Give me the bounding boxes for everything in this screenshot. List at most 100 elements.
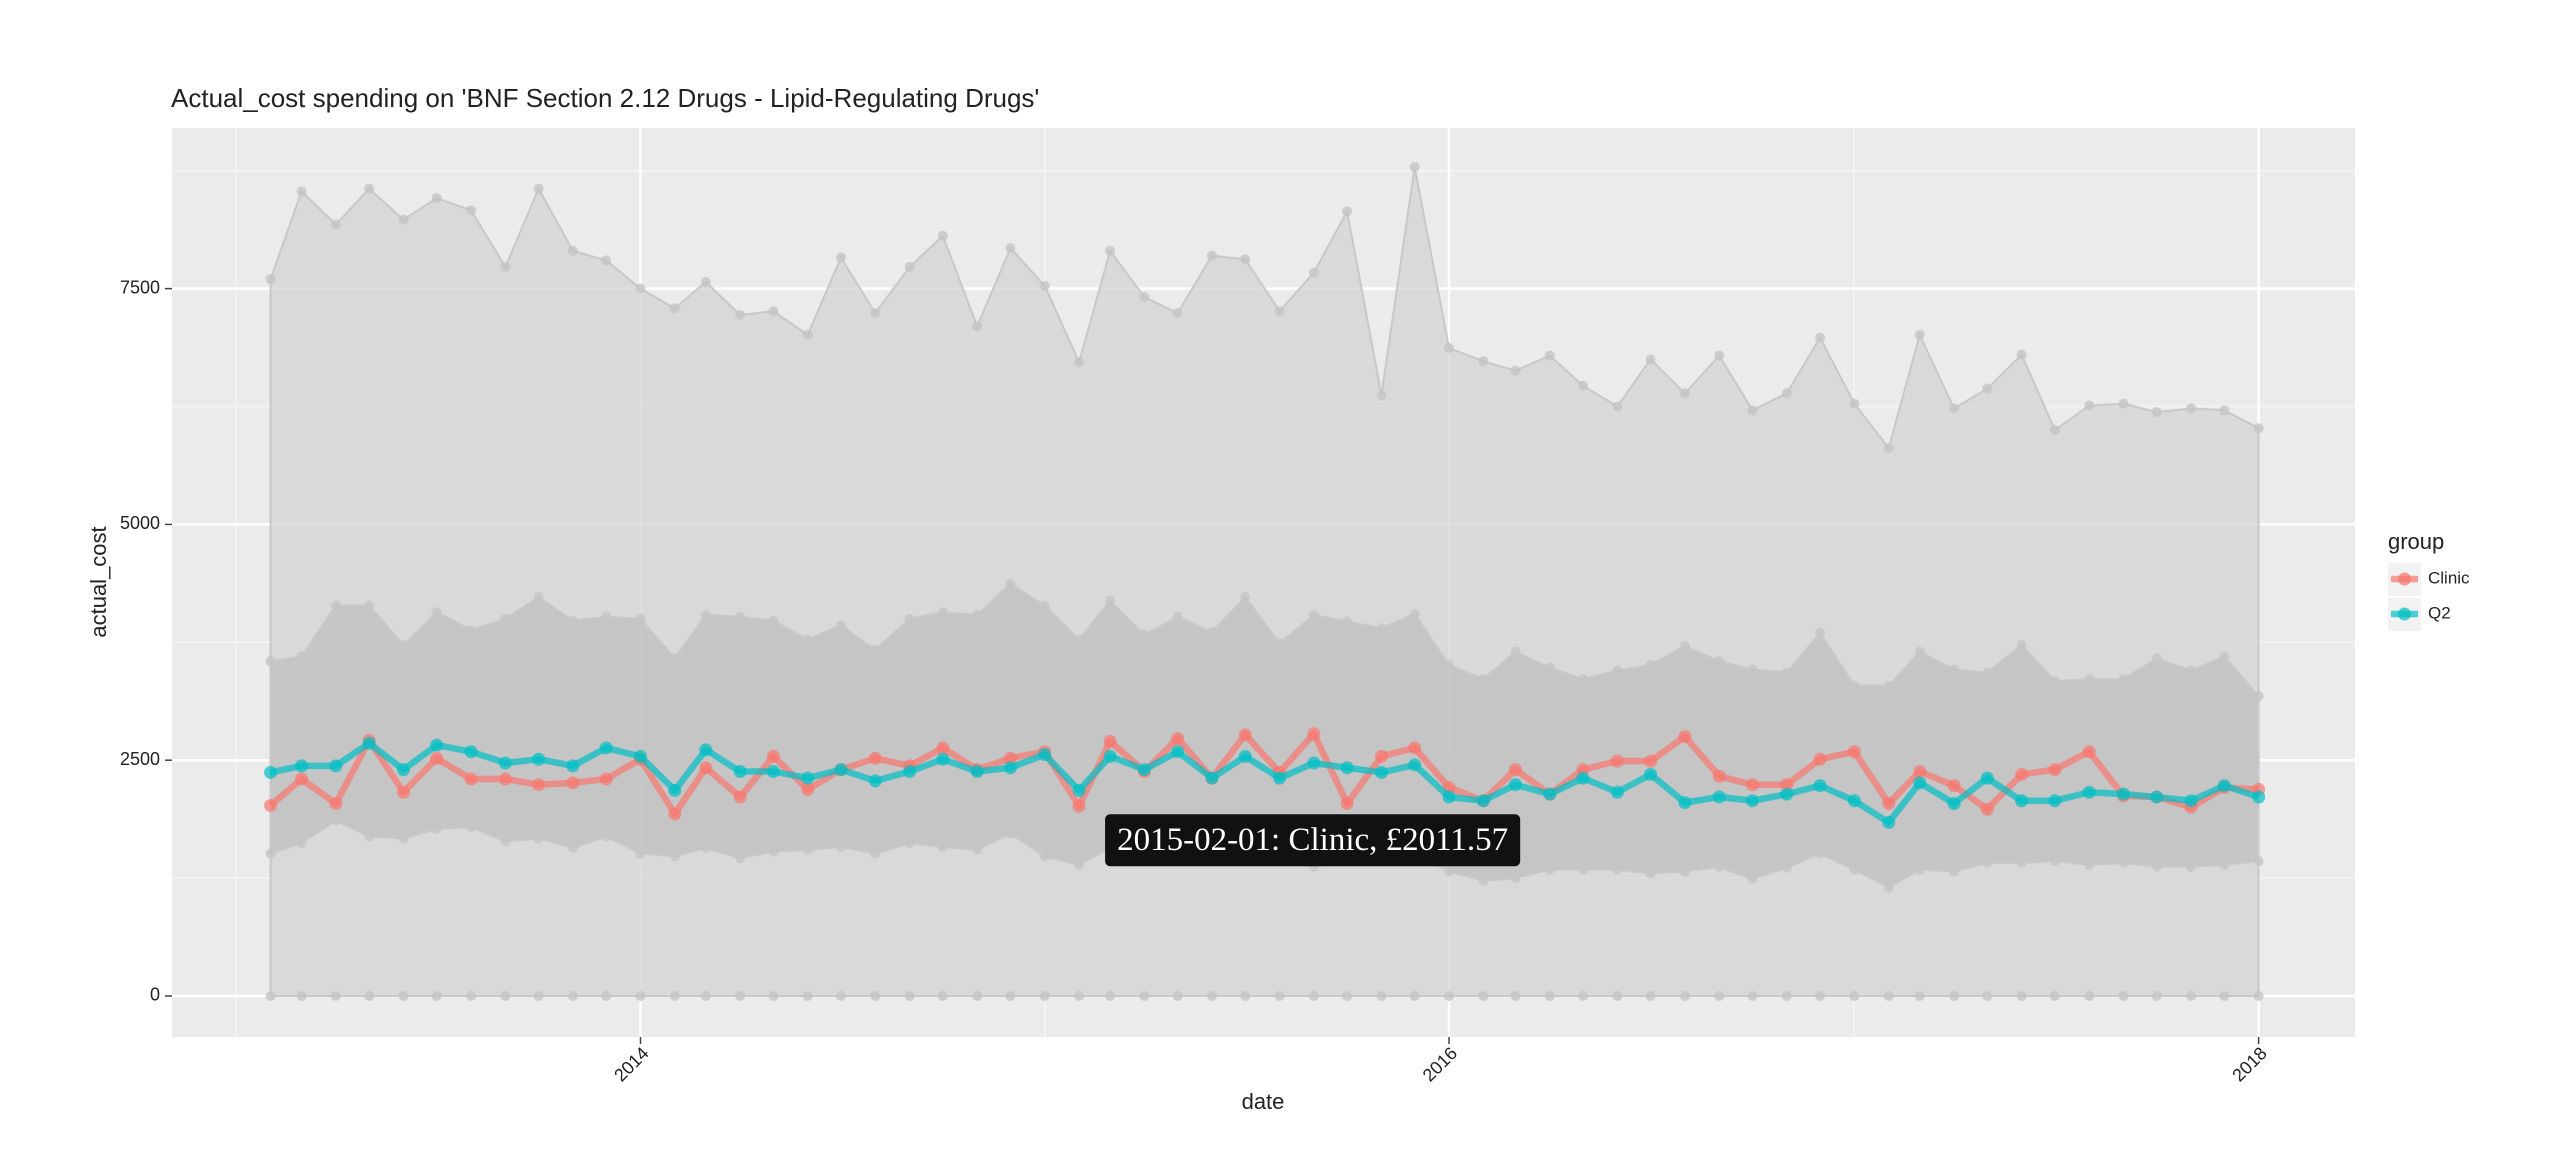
series-point [1103,734,1117,748]
ribbon-point [1444,659,1455,670]
ribbon-point [1376,990,1387,1001]
ribbon-point [265,656,276,667]
ribbon-point [2219,990,2230,1001]
ribbon-point [1815,848,1826,859]
x-tick-label: 2016 [1419,1043,1461,1085]
ribbon-point [1308,267,1319,278]
series-point [766,749,780,763]
series-point [1307,756,1321,770]
ribbon-point [1982,990,1993,1001]
ribbon-point [870,990,881,1001]
ribbon-point [2118,857,2129,868]
ribbon-point [2151,407,2162,418]
ribbon-point [1510,646,1521,657]
series-point [699,761,713,775]
ribbon-point [567,615,578,626]
ribbon-point [1849,990,1860,1001]
series-point [1576,771,1590,785]
ribbon-point [2118,674,2129,685]
ribbon-point [1005,990,1016,1001]
ribbon-point [500,836,511,847]
ribbon-point [669,653,680,664]
ribbon-point [1039,600,1050,611]
ribbon-point [835,252,846,263]
series-point [1644,767,1658,781]
ribbon-point [1074,357,1085,368]
ribbon-point [700,277,711,288]
ribbon-point [1714,990,1725,1001]
ribbon-point [533,990,544,1001]
ribbon-point [2219,859,2230,870]
ribbon-point [1444,343,1455,354]
ribbon-point [1849,398,1860,409]
ribbon-point [398,833,409,844]
series-point [498,756,512,770]
ribbon-point [802,634,813,645]
ribbon-point [669,303,680,314]
ribbon-point [1342,990,1353,1001]
series-point [1171,745,1185,759]
ribbon-point [735,611,746,622]
ribbon-point [635,613,646,624]
ribbon-point [1612,401,1623,412]
ribbon-point [1206,990,1217,1001]
series-point [766,765,780,779]
series-point [1813,779,1827,793]
ribbon-point [835,990,846,1001]
series-point [936,752,950,766]
series-point [1408,758,1422,772]
ribbon-point [870,848,881,859]
ribbon-point [1815,990,1826,1001]
ribbon-point [2084,674,2095,685]
ribbon-point [904,261,915,272]
ribbon-point [1815,332,1826,343]
ribbon-point [1409,161,1420,172]
ribbon-point [1172,611,1183,622]
ribbon-point [1409,990,1420,1001]
ribbon-point [2219,405,2230,416]
ribbon-point [1982,667,1993,678]
ribbon-point [500,613,511,624]
ribbon-point [1039,990,1050,1001]
ribbon-point [904,838,915,849]
series-point [1882,815,1896,829]
ribbon-point [364,831,375,842]
ribbon-point [500,261,511,272]
ribbon-point [1949,664,1960,675]
ribbon-point [1342,616,1353,627]
ribbon-point [601,611,612,622]
series-point [1238,749,1252,763]
series-point [295,772,309,786]
ribbon-point [1645,868,1656,879]
ribbon-point [2016,349,2027,360]
ribbon-point [1849,680,1860,691]
series-point [1340,797,1354,811]
series-point [1610,754,1624,768]
ribbon-point [567,842,578,853]
series-point [1273,771,1287,785]
ribbon-point [2049,856,2060,867]
ribbon-point [1949,866,1960,877]
series-point [1882,797,1896,811]
ribbon-point [1914,864,1925,875]
y-tick-label: 2500 [120,749,160,769]
ribbon-point [1815,627,1826,638]
ribbon-point [972,844,983,855]
ribbon-point [972,321,983,332]
series-point [1813,752,1827,766]
ribbon-point [768,615,779,626]
legend-point [2398,607,2411,621]
legend-point [2398,572,2411,586]
ribbon-point [937,841,948,852]
ribbon-point [2084,859,2095,870]
ribbon-point [1206,626,1217,637]
series-point [264,765,278,779]
ribbon-point [1578,674,1589,685]
series-point [970,765,984,779]
ribbon-point [1645,990,1656,1001]
series-point [532,752,546,766]
ribbon-point [1982,857,1993,868]
ribbon-point [735,853,746,864]
ribbon-point [466,822,477,833]
ribbon-point [2186,861,2197,872]
